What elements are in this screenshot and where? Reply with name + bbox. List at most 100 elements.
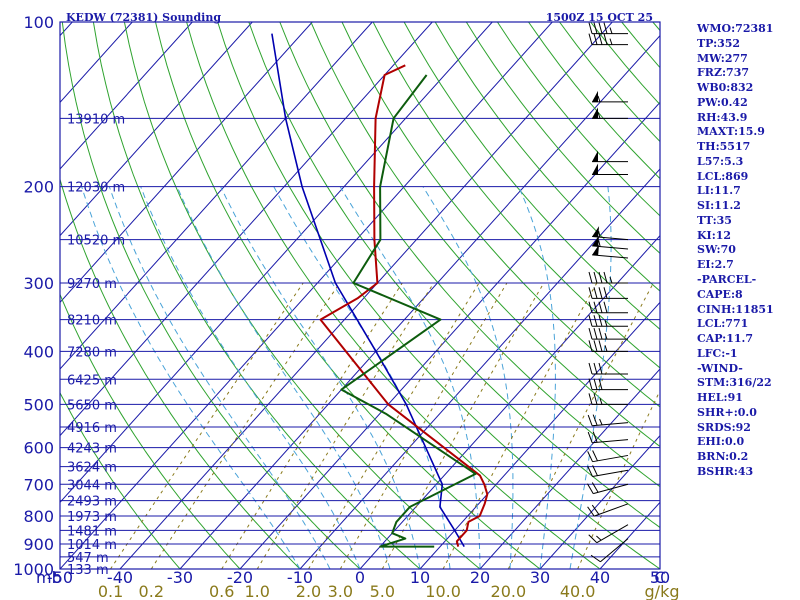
moist-adiabat-line (140, 186, 361, 569)
height-label: 6425 m (67, 373, 117, 388)
wind-barb (592, 107, 628, 119)
wind-barb (588, 340, 628, 352)
moist-adiabat-line (422, 186, 514, 569)
dry-adiabat-line (92, 22, 421, 569)
mixing-ratio-label: 5.0 (370, 582, 395, 600)
wind-barb (592, 244, 629, 259)
wind-barb (588, 301, 628, 314)
height-label: 1973 m (67, 510, 117, 525)
pressure-tick-label: 200 (23, 178, 54, 197)
moist-adiabat-line (339, 186, 481, 569)
index-item: BSHR:43 (697, 464, 754, 478)
mixing-ratio-label: 0.6 (209, 582, 234, 600)
isotherm-line (60, 22, 313, 304)
index-item: CAP:11.7 (697, 332, 754, 346)
temperature-unit-label: C (654, 568, 665, 587)
index-item: SRDS:92 (697, 420, 751, 434)
index-item: PW:0.42 (697, 95, 748, 109)
index-item: RH:43.9 (697, 110, 748, 124)
index-item: LI:11.7 (697, 184, 741, 198)
parcel-trace (271, 33, 465, 548)
index-item: -PARCEL- (697, 273, 757, 287)
valid-time: 1500Z 15 OCT 25 (546, 11, 653, 24)
mixing-ratio-label: 20.0 (491, 582, 527, 600)
wind-barb (588, 287, 628, 299)
index-item: CAPE:8 (697, 287, 743, 301)
temperature-tick-label: -20 (227, 568, 253, 587)
height-label: 4243 m (67, 442, 117, 457)
temperature-tick-label: 40 (590, 568, 610, 587)
pressure-tick-label: 500 (23, 395, 54, 414)
sounding-profiles (271, 33, 489, 548)
background-grid (60, 22, 660, 569)
height-label: 547 m (67, 551, 109, 566)
temperature-tick-label: 50 (650, 568, 670, 587)
moist-adiabat-line (108, 186, 331, 569)
index-item: KI:12 (697, 228, 732, 242)
wind-barb (592, 226, 629, 241)
wind-barb (588, 33, 628, 46)
wind-barb (592, 90, 628, 103)
temperature-tick-label: -40 (107, 568, 133, 587)
height-label: 10520 m (67, 234, 125, 249)
index-item: CINH:11851 (697, 302, 774, 316)
plot-frame (59, 21, 661, 570)
isotherm-line (299, 168, 660, 569)
wind-barb (587, 482, 629, 495)
wind-barb (588, 524, 629, 544)
mixing-ratio-line (308, 282, 480, 569)
wind-barb (588, 362, 628, 375)
wind-barb (588, 315, 628, 327)
wind-barb (587, 465, 629, 478)
wind-barb (590, 538, 629, 563)
isotherm-line (119, 22, 613, 569)
moist-adiabat-line (518, 186, 556, 569)
temperature-tick-label: 10 (410, 568, 430, 587)
height-label: 1014 m (67, 538, 117, 553)
moist-adiabat-line (273, 186, 451, 569)
index-item: LCL:869 (697, 169, 749, 183)
dewpoint-trace (340, 74, 477, 548)
mixing-ratio-label: 40.0 (560, 582, 596, 600)
axis-labels: 13910 m 12030 m 10520 m 9270 m 8210 m 7280 m 6… (13, 13, 679, 600)
height-label: 13910 m (67, 112, 125, 127)
dry-adiabat-line (155, 22, 541, 569)
isotherm-line (60, 22, 433, 437)
height-label: 5650 m (67, 398, 117, 413)
mixing-ratio-label: 2.0 (296, 582, 321, 600)
isotherm-line (60, 22, 493, 504)
height-label: 133 m (67, 563, 109, 578)
index-item: SW:70 (697, 243, 736, 257)
pressure-tick-label: 700 (23, 475, 54, 494)
isotherm-line (479, 368, 660, 569)
index-item: WMO:72381 (697, 22, 774, 35)
index-item: LFC:-1 (697, 346, 738, 360)
temperature-trace (319, 64, 489, 547)
wind-barbs (587, 22, 629, 563)
index-item: STM:316/22 (697, 376, 772, 390)
index-item: HEL:91 (697, 391, 743, 405)
wind-barb (587, 503, 629, 517)
pressure-unit-label: mb (36, 568, 62, 587)
mixing-ratio-label: 0.1 (98, 582, 123, 600)
isotherm-line (60, 22, 553, 569)
wind-barb (588, 22, 628, 35)
pressure-tick-label: 300 (23, 274, 54, 293)
pressure-tick-label: 400 (23, 342, 54, 361)
station-title: KEDW (72381) Sounding (66, 11, 221, 24)
pressure-tick-label: 100 (23, 13, 54, 32)
mixing-ratio-line (256, 282, 435, 569)
height-label: 3624 m (67, 461, 117, 476)
index-item: EI:2.7 (697, 258, 734, 272)
index-item: LCL:771 (697, 317, 749, 331)
height-label: 9270 m (67, 277, 117, 292)
index-item: MAXT:15.9 (697, 125, 765, 139)
stability-indices-panel: WMO:72381 TP:352 MW:277 FRZ:737 WB0:832 PW:0.… (697, 22, 797, 480)
height-label: 2493 m (67, 495, 117, 510)
index-item: TH:5517 (697, 140, 751, 154)
temperature-tick-label: -30 (167, 568, 193, 587)
pressure-tick-label: 800 (23, 507, 54, 526)
height-label: 3044 m (67, 478, 117, 493)
height-label: 1481 m (67, 524, 117, 539)
